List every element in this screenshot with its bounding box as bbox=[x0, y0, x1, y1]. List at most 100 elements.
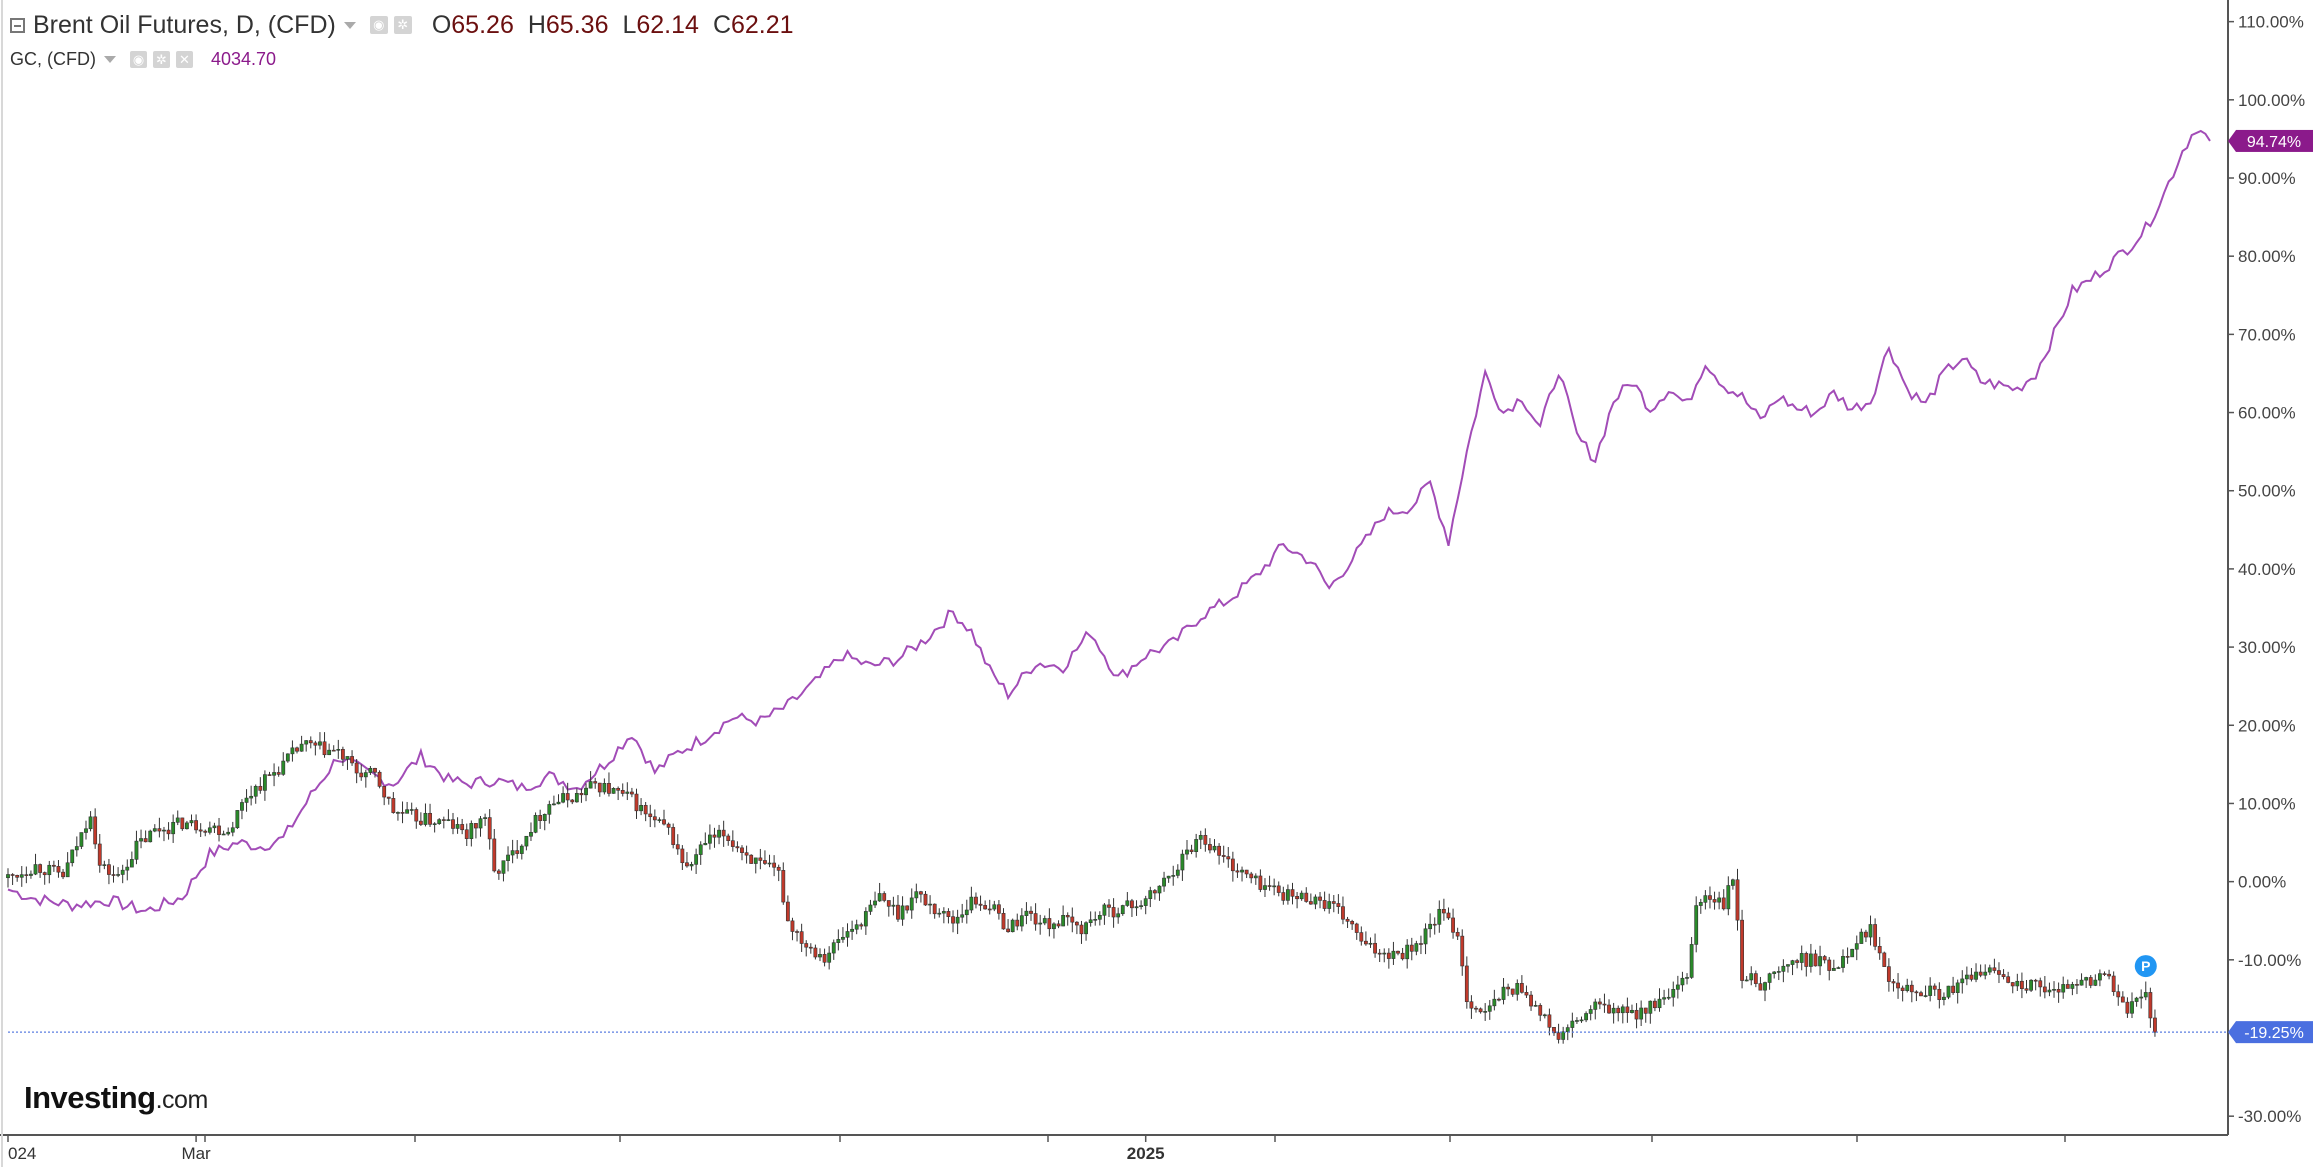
brent-candle bbox=[1414, 940, 1419, 956]
brent-candle bbox=[1900, 985, 1905, 1002]
candle-body bbox=[529, 832, 533, 837]
candle-body bbox=[272, 772, 276, 776]
chevron-down-icon[interactable] bbox=[103, 55, 116, 63]
eye-icon[interactable]: ◉ bbox=[369, 16, 388, 34]
brent-candle bbox=[308, 736, 313, 749]
candle-body bbox=[189, 820, 194, 824]
brent-candle bbox=[2130, 992, 2134, 1019]
candle-body bbox=[1625, 1006, 1630, 1013]
candle-body bbox=[753, 857, 758, 864]
gear-icon[interactable]: ✲ bbox=[152, 50, 170, 68]
close-icon[interactable]: ✕ bbox=[175, 50, 193, 68]
price-badges: 94.74% -19.25% bbox=[2228, 129, 2313, 1044]
brent-candle bbox=[1964, 966, 1969, 986]
brent-candle bbox=[290, 740, 295, 762]
candle-body bbox=[1253, 875, 1258, 879]
brent-candle bbox=[1593, 998, 1598, 1020]
gear-icon[interactable]: ✲ bbox=[393, 16, 412, 34]
brent-candle bbox=[1877, 936, 1882, 960]
brent-candle bbox=[1148, 886, 1153, 908]
brent-candle bbox=[1776, 966, 1781, 981]
candle-body bbox=[1001, 913, 1006, 930]
candle-body bbox=[134, 840, 139, 860]
candle-body bbox=[717, 829, 721, 838]
brent-candle bbox=[1643, 1007, 1648, 1023]
collapse-icon[interactable] bbox=[10, 17, 25, 33]
candle-body bbox=[1694, 905, 1699, 945]
brent-candle bbox=[1120, 904, 1125, 916]
brent-candle bbox=[836, 929, 841, 951]
candle-body bbox=[919, 891, 923, 895]
chevron-down-icon[interactable] bbox=[343, 21, 356, 29]
eye-icon[interactable]: ◉ bbox=[129, 50, 147, 68]
candle-body bbox=[1065, 915, 1070, 918]
brent-candle bbox=[909, 888, 914, 919]
brent-candle bbox=[1983, 964, 1988, 980]
candle-body bbox=[1474, 1007, 1478, 1010]
candle-body bbox=[556, 801, 561, 805]
brent-candle bbox=[42, 871, 47, 885]
brent-candle bbox=[1597, 998, 1602, 1010]
brent-candle bbox=[510, 839, 515, 864]
candle-body bbox=[423, 812, 428, 825]
brent-candle bbox=[107, 858, 111, 885]
candle-body bbox=[1359, 932, 1364, 942]
brent-candle bbox=[735, 841, 740, 853]
brent-candle bbox=[418, 812, 423, 826]
event-marker[interactable]: P bbox=[2134, 955, 2157, 978]
brent-candle bbox=[1478, 1007, 1483, 1014]
candle-body bbox=[1951, 985, 1956, 993]
candle-body bbox=[120, 869, 125, 875]
brent-candle bbox=[652, 809, 657, 828]
candle-body bbox=[327, 749, 332, 756]
candle-body bbox=[896, 904, 900, 920]
candle-body bbox=[15, 874, 20, 878]
brent-candle bbox=[891, 896, 896, 916]
brent-candle bbox=[629, 787, 634, 798]
candle-body bbox=[1987, 967, 1992, 973]
candle-body bbox=[533, 815, 538, 833]
brent-price-badge: -19.25% bbox=[2228, 1021, 2313, 1044]
candle-body bbox=[795, 931, 799, 933]
candle-body bbox=[662, 819, 666, 825]
candle-body bbox=[198, 829, 203, 832]
candle-body bbox=[1405, 944, 1410, 960]
brent-candle bbox=[547, 800, 552, 824]
brent-candle bbox=[1997, 962, 2001, 984]
brent-candle bbox=[1295, 891, 1299, 909]
candle-body bbox=[2070, 984, 2075, 989]
candle-body bbox=[2153, 1017, 2157, 1033]
brent-candle bbox=[680, 845, 685, 871]
candle-body bbox=[1712, 899, 1717, 903]
brent-candle bbox=[1185, 839, 1189, 860]
candle-body bbox=[24, 874, 29, 876]
brent-candle bbox=[1235, 863, 1240, 878]
brent-candle bbox=[2153, 1009, 2157, 1037]
brent-candle bbox=[1203, 828, 1208, 852]
brent-candle bbox=[2033, 978, 2038, 991]
brent-candle bbox=[2107, 969, 2111, 980]
candle-body bbox=[854, 924, 859, 930]
brent-candle bbox=[139, 829, 143, 849]
candle-body bbox=[1111, 907, 1116, 918]
brent-candle bbox=[1891, 979, 1896, 992]
brent-candle bbox=[1052, 922, 1056, 939]
candle-body bbox=[882, 893, 887, 901]
candle-body bbox=[97, 843, 102, 866]
brent-candle bbox=[1240, 866, 1244, 882]
candle-body bbox=[726, 835, 731, 841]
candle-body bbox=[1052, 923, 1056, 930]
brent-candle bbox=[1308, 893, 1313, 905]
brent-candle bbox=[74, 836, 79, 857]
candle-body bbox=[799, 931, 804, 944]
candle-body bbox=[1185, 849, 1189, 855]
brent-candle bbox=[2116, 984, 2121, 1006]
candle-body bbox=[983, 905, 988, 910]
candle-body bbox=[1492, 998, 1497, 1007]
brent-candle bbox=[790, 917, 795, 941]
brent-candle bbox=[1065, 912, 1070, 926]
candle-body bbox=[685, 862, 689, 867]
brent-candle bbox=[1024, 902, 1029, 925]
